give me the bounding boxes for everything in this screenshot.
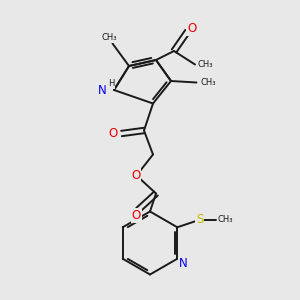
Text: O: O [131, 169, 140, 182]
Text: CH₃: CH₃ [102, 33, 117, 42]
Text: O: O [132, 209, 141, 222]
Text: N: N [98, 83, 107, 97]
Text: N: N [179, 257, 188, 270]
Text: H: H [108, 79, 115, 88]
Text: CH₃: CH₃ [200, 78, 216, 87]
Text: O: O [109, 127, 118, 140]
Text: S: S [196, 213, 203, 226]
Text: O: O [188, 22, 196, 35]
Text: CH₃: CH₃ [218, 215, 233, 224]
Text: CH₃: CH₃ [198, 60, 213, 69]
